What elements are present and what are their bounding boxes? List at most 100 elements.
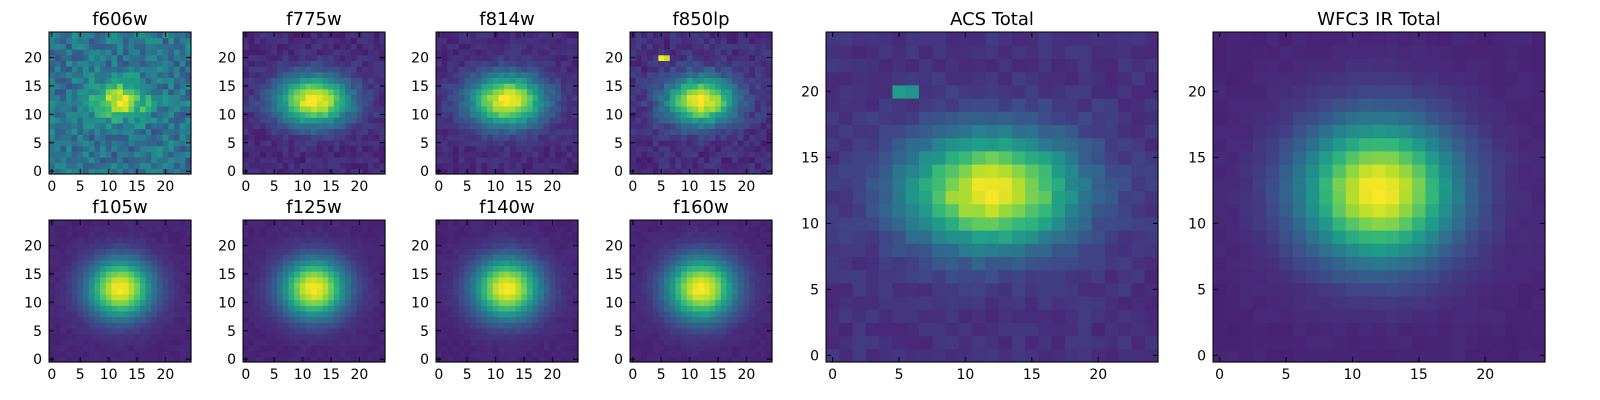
heatmap-cell bbox=[83, 220, 90, 227]
heatmap-cell bbox=[362, 168, 369, 175]
heatmap-cell bbox=[447, 156, 454, 164]
heatmap-cell bbox=[77, 105, 84, 113]
heatmap-cell bbox=[243, 134, 250, 141]
heatmap-cell bbox=[509, 105, 517, 113]
heatmap-cell bbox=[49, 225, 56, 232]
heatmap-cell bbox=[282, 242, 290, 249]
heatmap-cell bbox=[760, 83, 767, 90]
heatmap-cell bbox=[345, 37, 352, 44]
heatmap-cell bbox=[294, 168, 301, 175]
heatmap-cell bbox=[243, 231, 250, 238]
heatmap-cell bbox=[362, 356, 369, 363]
x-tick-label: 5 bbox=[76, 179, 85, 195]
heatmap-cell bbox=[703, 100, 711, 107]
heatmap-cell bbox=[458, 293, 465, 301]
heatmap-cell bbox=[134, 128, 141, 135]
heatmap-cell bbox=[458, 49, 465, 56]
heatmap-cell bbox=[572, 310, 579, 318]
heatmap-cell bbox=[720, 49, 728, 56]
heatmap-cell bbox=[54, 220, 61, 227]
heatmap-cell bbox=[664, 49, 671, 56]
heatmap-cell bbox=[151, 299, 158, 306]
heatmap-cell bbox=[316, 225, 324, 232]
heatmap-cell bbox=[339, 49, 346, 56]
heatmap-cell bbox=[117, 254, 124, 261]
heatmap-cell bbox=[94, 316, 101, 323]
heatmap-cell bbox=[88, 305, 96, 312]
heatmap-cell bbox=[117, 220, 124, 227]
heatmap-cell bbox=[111, 43, 118, 50]
heatmap-cell bbox=[260, 299, 267, 306]
heatmap-cell bbox=[173, 265, 181, 272]
heatmap-cell bbox=[630, 88, 637, 96]
heatmap-cell bbox=[532, 117, 539, 124]
heatmap-cell bbox=[139, 225, 147, 232]
heatmap-cell bbox=[350, 122, 358, 130]
heatmap-cell bbox=[560, 356, 568, 363]
heatmap-cell bbox=[139, 231, 147, 238]
heatmap-cell bbox=[543, 265, 551, 272]
heatmap-cell bbox=[658, 49, 665, 56]
heatmap-cell bbox=[316, 316, 324, 323]
heatmap-cell bbox=[156, 350, 164, 357]
heatmap-cell bbox=[572, 282, 579, 289]
heatmap-cell bbox=[345, 293, 352, 301]
heatmap-cell bbox=[77, 237, 84, 244]
heatmap-cell bbox=[265, 265, 272, 272]
heatmap-cell bbox=[509, 322, 517, 329]
heatmap-cell bbox=[515, 350, 522, 357]
heatmap-cell bbox=[555, 145, 562, 152]
heatmap-cell bbox=[669, 105, 677, 113]
heatmap-cell bbox=[487, 271, 494, 278]
heatmap-cell bbox=[515, 225, 522, 232]
heatmap-cell bbox=[173, 276, 181, 284]
heatmap-cell bbox=[156, 32, 164, 39]
heatmap-cell bbox=[151, 305, 158, 312]
heatmap-cell bbox=[715, 134, 722, 141]
heatmap-cell bbox=[630, 145, 637, 152]
heatmap-cell bbox=[669, 310, 677, 318]
heatmap-cell bbox=[288, 111, 295, 118]
heatmap-cell bbox=[54, 77, 61, 84]
heatmap-cell bbox=[538, 265, 545, 272]
heatmap-cell bbox=[464, 333, 471, 340]
heatmap-cell bbox=[720, 122, 728, 130]
heatmap-cell bbox=[641, 327, 648, 335]
heatmap-cell bbox=[367, 71, 375, 79]
heatmap-cell bbox=[134, 37, 141, 44]
heatmap-cell bbox=[139, 254, 147, 261]
heatmap-cell bbox=[94, 162, 101, 169]
heatmap-cell bbox=[664, 333, 671, 340]
heatmap-cell bbox=[737, 310, 745, 318]
heatmap-cell bbox=[555, 66, 562, 73]
heatmap-cell bbox=[715, 339, 722, 346]
heatmap-cell bbox=[94, 49, 101, 56]
heatmap-cell bbox=[111, 265, 118, 272]
heatmap-cell bbox=[464, 299, 471, 306]
heatmap-cell bbox=[675, 66, 682, 73]
heatmap-cell bbox=[54, 49, 61, 56]
heatmap-cell bbox=[145, 220, 152, 227]
heatmap-cell bbox=[265, 310, 272, 318]
heatmap-cell bbox=[504, 293, 511, 301]
heatmap-cell bbox=[356, 282, 363, 289]
heatmap-cell bbox=[538, 156, 545, 164]
heatmap-cell bbox=[698, 105, 705, 113]
heatmap-cell bbox=[333, 49, 341, 56]
heatmap-cell bbox=[277, 220, 284, 227]
heatmap-cell bbox=[345, 77, 352, 84]
heatmap-cell bbox=[49, 94, 56, 101]
heatmap-cell bbox=[572, 117, 579, 124]
heatmap-cell bbox=[362, 151, 369, 158]
heatmap-cell bbox=[339, 259, 346, 267]
heatmap-cell bbox=[105, 60, 113, 67]
heatmap-cell bbox=[88, 339, 96, 346]
heatmap-cell bbox=[88, 242, 96, 249]
heatmap-cell bbox=[475, 344, 483, 352]
heatmap-cell bbox=[277, 43, 284, 50]
heatmap-cell bbox=[464, 339, 471, 346]
heatmap-cell bbox=[686, 77, 694, 84]
heatmap-cell bbox=[139, 100, 147, 107]
heatmap-cell bbox=[333, 83, 341, 90]
heatmap-cell bbox=[720, 111, 728, 118]
